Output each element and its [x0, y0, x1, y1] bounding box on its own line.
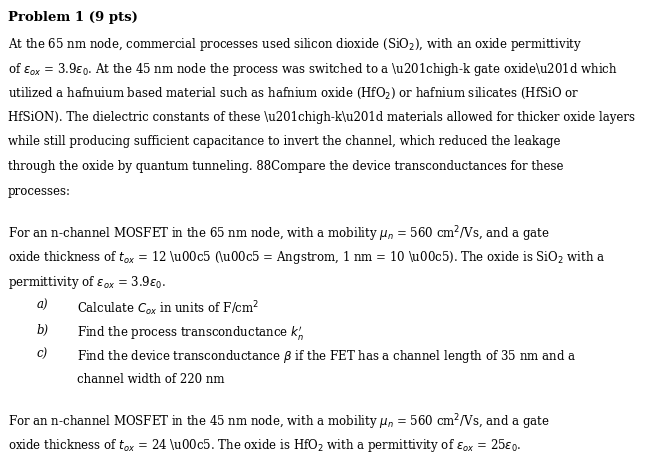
Text: Find the process transconductance $k_n'$: Find the process transconductance $k_n'$ [77, 324, 304, 341]
Text: permittivity of $\epsilon_{ox}$ = 3.9$\epsilon_0$.: permittivity of $\epsilon_{ox}$ = 3.9$\e… [8, 274, 166, 291]
Text: For an n-channel MOSFET in the 65 nm node, with a mobility $\mu_n$ = 560 cm$^2$/: For an n-channel MOSFET in the 65 nm nod… [8, 224, 550, 244]
Text: channel width of 220 nm: channel width of 220 nm [77, 373, 224, 386]
Text: For an n-channel MOSFET in the 45 nm node, with a mobility $\mu_n$ = 560 cm$^2$/: For an n-channel MOSFET in the 45 nm nod… [8, 413, 550, 432]
Text: through the oxide by quantum tunneling. 88Compare the device transconductances f: through the oxide by quantum tunneling. … [8, 160, 563, 173]
Text: b): b) [37, 324, 49, 336]
Text: Calculate $C_{ox}$ in units of F/cm$^2$: Calculate $C_{ox}$ in units of F/cm$^2$ [77, 299, 259, 318]
Text: a): a) [37, 299, 48, 312]
Text: processes:: processes: [8, 185, 71, 198]
Text: Find the device transconductance $\beta$ if the FET has a channel length of 35 n: Find the device transconductance $\beta$… [77, 348, 576, 365]
Text: At the 65 nm node, commercial processes used silicon dioxide (SiO$_2$), with an : At the 65 nm node, commercial processes … [8, 36, 582, 53]
Text: Problem 1 (9 pts): Problem 1 (9 pts) [8, 11, 138, 24]
Text: utilized a hafnuium based material such as hafnium oxide (HfO$_2$) or hafnium si: utilized a hafnuium based material such … [8, 86, 580, 101]
Text: HfSiON). The dielectric constants of these \u201chigh-k\u201d materials allowed : HfSiON). The dielectric constants of the… [8, 111, 635, 123]
Text: oxide thickness of $t_{ox}$ = 12 \u00c5 (\u00c5 = Angstrom, 1 nm = 10 \u00c5). T: oxide thickness of $t_{ox}$ = 12 \u00c5 … [8, 249, 605, 266]
Text: of $\epsilon_{ox}$ = 3.9$\epsilon_0$. At the 45 nm node the process was switched: of $\epsilon_{ox}$ = 3.9$\epsilon_0$. At… [8, 61, 618, 78]
Text: oxide thickness of $t_{ox}$ = 24 \u00c5. The oxide is HfO$_2$ with a permittivit: oxide thickness of $t_{ox}$ = 24 \u00c5.… [8, 437, 522, 454]
Text: while still producing sufficient capacitance to invert the channel, which reduce: while still producing sufficient capacit… [8, 135, 561, 148]
Text: c): c) [37, 348, 48, 361]
